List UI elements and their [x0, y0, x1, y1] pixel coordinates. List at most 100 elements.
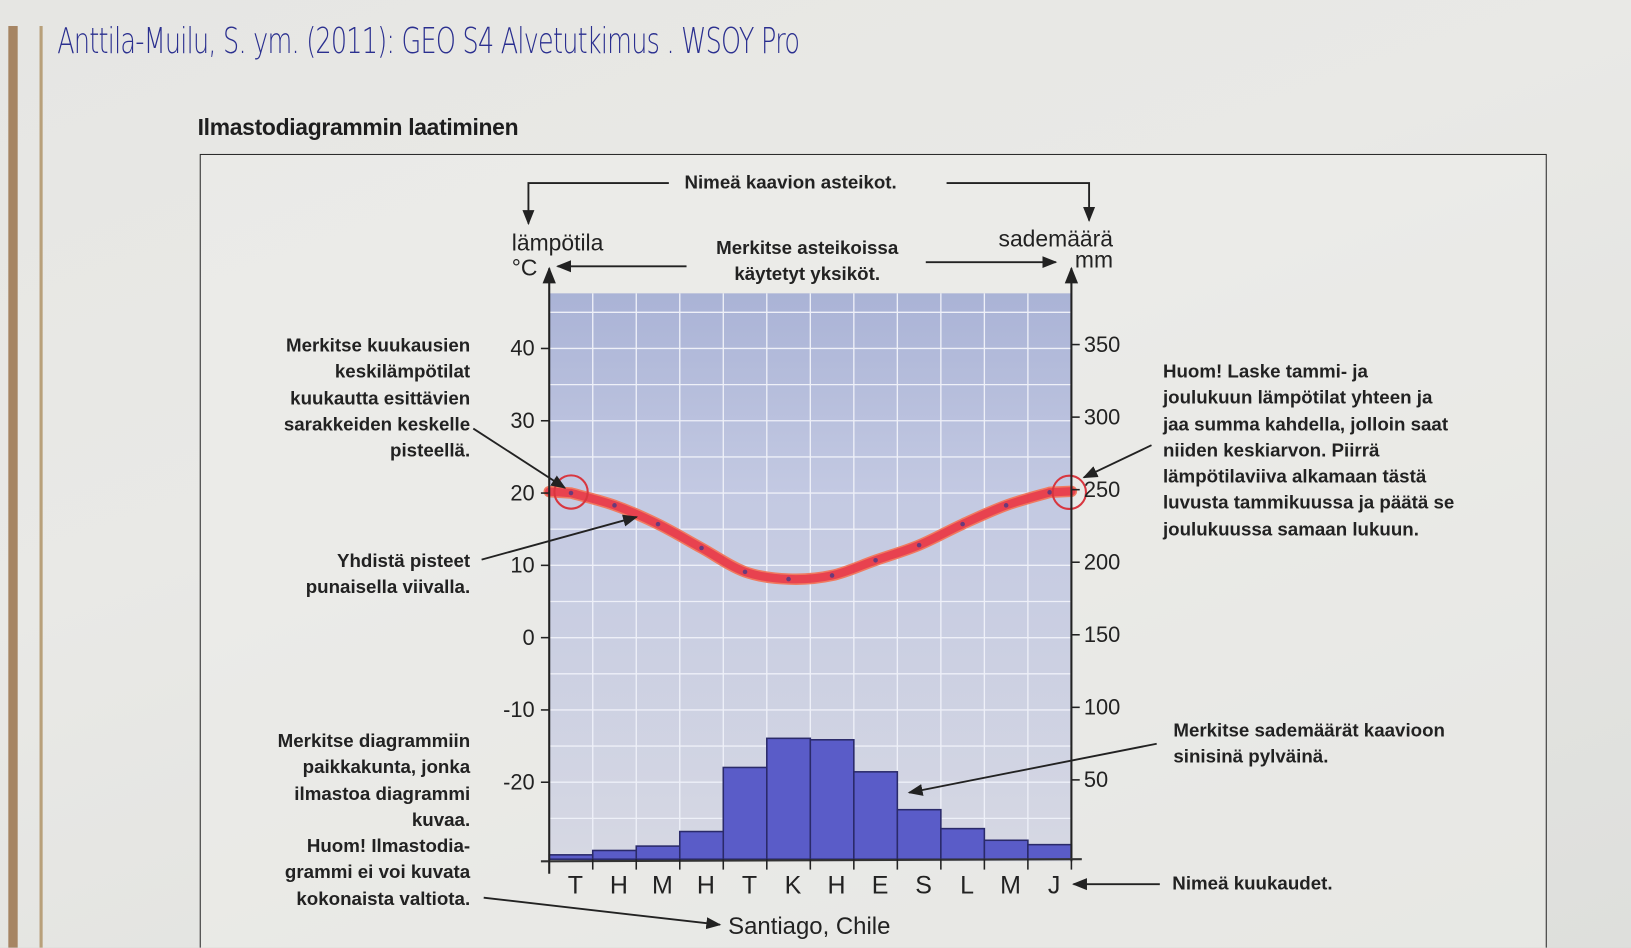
text-line: keskilämpötilat	[334, 361, 471, 383]
left-tick-label: 30	[510, 408, 534, 433]
text-line: ilmastoa diagrammi	[294, 782, 471, 804]
arrow-bars	[907, 742, 1157, 796]
instruction-mark-temperatures: Merkitse kuukausien keskilämpötilat kuuk…	[208, 333, 470, 465]
precipitation-label: sademäärä	[998, 225, 1114, 252]
precipitation-bar	[548, 854, 594, 860]
month-label: M	[652, 871, 673, 900]
temperature-line-group	[543, 474, 1088, 585]
month-label: T	[741, 871, 758, 900]
precipitation-bar	[809, 739, 855, 860]
left-tick-label: -10	[503, 697, 535, 722]
precipitation-unit: mm	[1074, 246, 1114, 273]
annotation-arrows	[472, 182, 1160, 930]
instruction-mark-units: Merkitse asteikoissa käytetyt yksiköt.	[687, 235, 928, 288]
precipitation-bar	[766, 737, 812, 860]
text-line: käytetyt yksiköt.	[734, 263, 881, 285]
temperature-point	[742, 569, 748, 575]
right-tick-label: 350	[1084, 332, 1120, 357]
text-line: Huom! Ilmastodia-	[306, 835, 471, 857]
precipitation-bar	[940, 827, 986, 860]
right-tick-label: 300	[1084, 404, 1120, 429]
temperature-point	[960, 521, 965, 527]
right-tick-label: 100	[1084, 695, 1120, 720]
temperature-point	[568, 490, 574, 496]
text-line: kuukautta esittävien	[290, 387, 471, 409]
text-line: luvusta tammikuussa ja päätä se	[1162, 492, 1455, 514]
precipitation-bar	[1027, 843, 1073, 860]
precipitation-bar	[722, 766, 768, 860]
month-label: E	[871, 871, 889, 900]
temperature-point	[829, 573, 835, 578]
text-line: kokonaista valtiota.	[296, 888, 471, 909]
text-line: joulukuun lämpötilat yhteen ja	[1162, 387, 1433, 409]
temperature-unit: °C	[511, 254, 538, 281]
left-tick-label: -20	[503, 770, 535, 795]
temperature-line	[545, 487, 1076, 584]
temperature-point	[655, 521, 661, 527]
right-axis-title: sademäärä mm	[936, 225, 1114, 273]
month-label: L	[960, 871, 974, 900]
text-line: joulukuussa samaan lukuun.	[1162, 518, 1419, 540]
left-tick-label: 20	[510, 480, 534, 505]
precipitation-bars	[548, 737, 1073, 860]
temperature-point	[612, 503, 617, 508]
text-line: Merkitse kuukausien	[285, 334, 471, 356]
month-label: H	[609, 871, 628, 900]
handwritten-citation: Anttila-Muilu, S. ym. (2011): GEO S4 Alv…	[57, 20, 800, 63]
arrow-scales-left	[522, 182, 669, 226]
text-line: Merkitse diagrammiin	[277, 730, 471, 752]
text-line: paikkakunta, jonka	[302, 756, 471, 778]
month-label: S	[915, 871, 932, 900]
text-line: punaisella viivalla.	[305, 576, 471, 598]
arrow-scales-right	[946, 182, 1096, 223]
left-tick-label: 0	[523, 625, 535, 650]
instruction-name-scales: Nimeä kaavion asteikot.	[684, 171, 897, 193]
right-tick-label: 200	[1084, 550, 1120, 575]
precipitation-bar	[635, 845, 681, 860]
temperature-label: lämpötila	[511, 229, 604, 256]
text-line: grammi ei voi kuvata	[284, 861, 471, 883]
arrow-line	[481, 514, 639, 561]
month-label: H	[827, 871, 846, 900]
temperature-point	[786, 576, 791, 582]
text-line: lämpötilaviiva alkamaan tästä	[1162, 466, 1427, 488]
right-tick-label: 50	[1084, 767, 1108, 792]
arrow-dec-point	[1082, 444, 1152, 479]
text-line: Yhdistä pisteet	[336, 550, 471, 572]
month-label: M	[1000, 871, 1021, 900]
instruction-name-months: Nimeä kuukaudet.	[1172, 872, 1333, 894]
precipitation-bar	[591, 849, 638, 860]
precipitation-bar	[983, 839, 1029, 860]
text-line: Huom! Laske tammi- ja	[1162, 360, 1368, 382]
text-line: jaa summa kahdella, jolloin saat	[1162, 413, 1449, 435]
section-title: Ilmastodiagrammin laatiminen	[197, 114, 519, 141]
left-axis-title: lämpötila °C	[511, 229, 604, 281]
text-line: Merkitse asteikoissa	[716, 237, 899, 258]
instruction-mark-location: Merkitse diagrammiin paikkakunta, jonka …	[208, 728, 471, 912]
right-tick-label: 250	[1084, 477, 1120, 502]
month-label: T	[567, 871, 584, 900]
instruction-mark-precipitation: Merkitse sademäärät kaavioon sinisinä py…	[1173, 718, 1445, 771]
page-margin-stripe	[8, 26, 18, 948]
arrow-location	[483, 896, 722, 930]
text-line: sinisinä pylväinä.	[1173, 746, 1329, 767]
precipitation-bar	[853, 771, 899, 860]
precipitation-bar	[896, 808, 942, 860]
instruction-average-note: Huom! Laske tammi- ja joulukuun lämpötil…	[1163, 359, 1454, 543]
instruction-connect-points: Yhdistä pisteet punaisella viivalla.	[208, 548, 470, 601]
text-line: pisteellä.	[390, 440, 471, 462]
grid-lines	[549, 293, 1072, 860]
precipitation-bar	[678, 830, 725, 860]
month-label: J	[1047, 871, 1061, 900]
month-label: K	[784, 871, 802, 900]
page-margin-line	[39, 26, 43, 948]
highlight-circle-december	[1051, 474, 1088, 511]
diagram-location-title: Santiago, Chile	[728, 912, 891, 940]
temperature-point	[699, 545, 704, 551]
text-line: sarakkeiden keskelle	[283, 413, 471, 435]
text-line: Merkitse sademäärät kaavioon	[1173, 719, 1445, 741]
left-tick-label: 40	[510, 336, 534, 361]
month-label: H	[696, 871, 715, 900]
